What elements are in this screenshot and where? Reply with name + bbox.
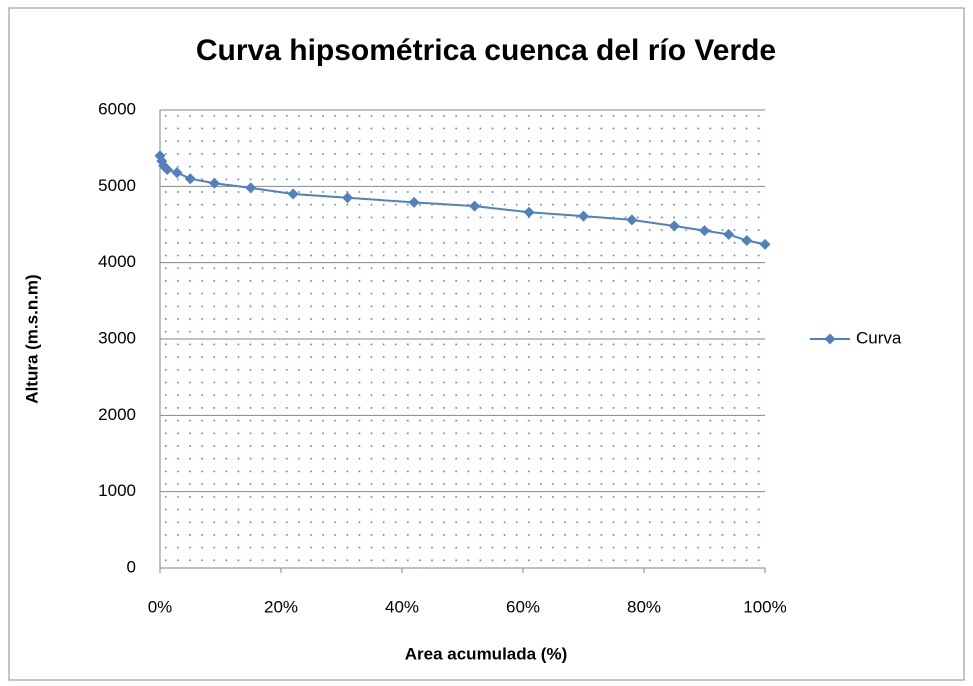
point-marker <box>741 235 753 247</box>
y-tick-label: 3000 <box>98 328 136 347</box>
x-tick-label: 40% <box>385 597 419 616</box>
y-tick-label: 5000 <box>98 176 136 195</box>
legend-marker <box>824 333 836 345</box>
point-marker <box>469 200 481 212</box>
point-marker <box>578 210 589 222</box>
chart-title: Curva hipsométrica cuenca del río Verde <box>196 34 776 67</box>
point-marker <box>626 214 638 226</box>
y-tick-label: 2000 <box>98 405 136 424</box>
y-axis-title: Altura (m.s.n.m) <box>22 274 41 403</box>
y-tick-label: 1000 <box>98 481 136 500</box>
point-marker <box>668 220 680 232</box>
x-tick-label: 80% <box>627 597 661 616</box>
x-tick-label: 20% <box>264 597 298 616</box>
point-marker <box>208 177 220 189</box>
y-tick-label: 0 <box>127 557 136 576</box>
point-marker <box>342 192 354 204</box>
point-marker <box>523 206 535 218</box>
point-marker <box>245 182 257 194</box>
x-tick-label: 60% <box>506 597 540 616</box>
point-marker <box>287 188 299 200</box>
point-marker <box>699 225 710 237</box>
point-marker <box>723 228 735 240</box>
x-axis-title: Area acumulada (%) <box>405 644 568 663</box>
point-marker <box>161 164 173 176</box>
legend-label: Curva <box>856 328 902 347</box>
point-marker <box>171 167 183 179</box>
y-tick-label: 6000 <box>98 99 136 118</box>
point-marker <box>759 238 771 250</box>
y-tick-label: 4000 <box>98 252 136 271</box>
x-tick-label: 100% <box>743 597 786 616</box>
point-marker <box>408 196 420 208</box>
x-tick-label: 0% <box>148 597 173 616</box>
point-marker <box>184 173 196 185</box>
